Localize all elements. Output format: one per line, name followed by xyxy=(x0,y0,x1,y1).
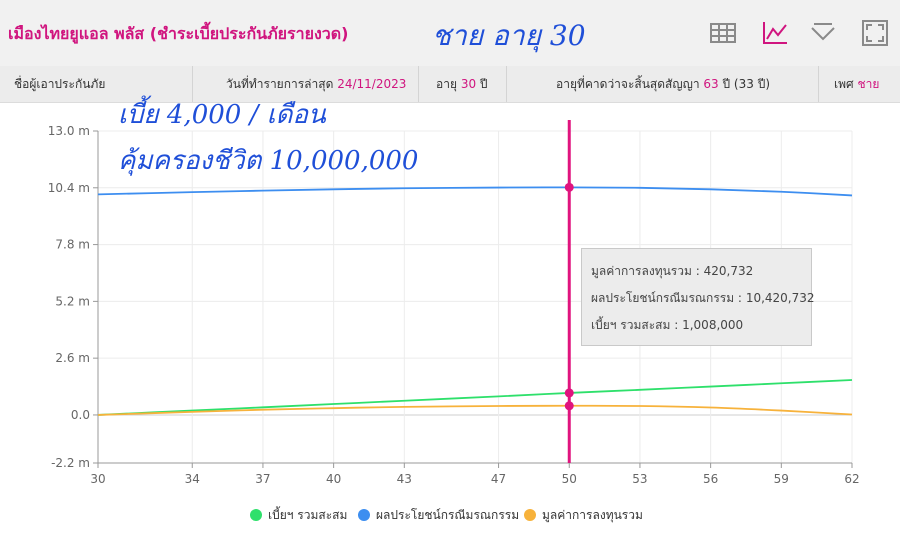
filter-icon xyxy=(811,23,835,41)
x-tick-label: 43 xyxy=(397,472,412,486)
y-tick-label: 10.4 m xyxy=(48,181,90,195)
handwritten-note-premium: เบี้ย 4,000 / เดือน xyxy=(118,100,326,130)
age-unit: ปี xyxy=(479,77,488,91)
x-tick-label: 37 xyxy=(255,472,270,486)
x-tick-label: 34 xyxy=(185,472,200,486)
date-value: 24/11/2023 xyxy=(337,77,407,91)
app-title: เมืองไทยยูแอล พลัส (ชำระเบี้ยประกันภัยรา… xyxy=(8,24,349,43)
end-age-label: อายุที่คาดว่าจะสิ้นสุดสัญญา xyxy=(556,77,700,91)
title-bar: เมืองไทยยูแอล พลัส (ชำระเบี้ยประกันภัยรา… xyxy=(0,0,900,67)
y-tick-label: 7.8 m xyxy=(55,238,90,252)
policy-info-bar: ชื่อผู้เอาประกันภัย วันที่ทำรายการล่าสุด… xyxy=(0,66,900,103)
fullscreen-icon xyxy=(862,20,888,46)
insured-name-label: ชื่อผู้เอาประกันภัย xyxy=(14,77,106,91)
x-tick-label: 40 xyxy=(326,472,341,486)
legend-item-death-benefit[interactable]: ผลประโยชน์กรณีมรณกรรม xyxy=(358,505,519,525)
sex-label: เพศ xyxy=(834,77,854,91)
divider xyxy=(192,66,193,102)
x-tick-label: 30 xyxy=(90,472,105,486)
point-investment xyxy=(564,401,574,411)
sex: เพศ ชาย xyxy=(834,66,879,102)
last-transaction-date: วันที่ทำรายการล่าสุด 24/11/2023 xyxy=(226,66,406,102)
x-tick-label: 56 xyxy=(703,472,718,486)
table-icon xyxy=(710,23,736,43)
contract-end-age: อายุที่คาดว่าจะสิ้นสุดสัญญา 63 ปี (33 ปี… xyxy=(556,66,770,102)
tooltip-line-investment: มูลค่าการลงทุนรวม : 420,732 xyxy=(591,264,754,278)
line-chart-icon xyxy=(763,22,787,44)
divider xyxy=(818,66,819,102)
x-tick-label: 59 xyxy=(774,472,789,486)
tooltip-line-death-benefit: ผลประโยชน์กรณีมรณกรรม : 10,420,732 xyxy=(591,291,815,305)
chart-legend: เบี้ยฯ รวมสะสม ผลประโยชน์กรณีมรณกรรม มูล… xyxy=(0,505,900,525)
series-line-investment xyxy=(97,404,853,416)
sex-value: ชาย xyxy=(857,77,880,91)
y-tick-label: 2.6 m xyxy=(55,351,90,365)
filter-button[interactable] xyxy=(806,16,840,50)
y-tick-label: 0.0 xyxy=(71,408,90,422)
x-tick-label: 62 xyxy=(844,472,859,486)
legend-swatch xyxy=(524,509,536,521)
y-tick-label: 5.2 m xyxy=(55,294,90,308)
series-line-premium xyxy=(97,379,853,416)
date-label: วันที่ทำรายการล่าสุด xyxy=(226,77,334,91)
point-death-benefit xyxy=(564,182,574,192)
handwritten-note-coverage: คุ้มครองชีวิต 10,000,000 xyxy=(118,146,419,176)
chart-tooltip: มูลค่าการลงทุนรวม : 420,732 ผลประโยชน์กร… xyxy=(581,248,815,346)
legend-swatch xyxy=(250,509,262,521)
x-tick-label: 50 xyxy=(562,472,577,486)
divider xyxy=(418,66,419,102)
line-chart-view-button[interactable] xyxy=(758,16,792,50)
tooltip-line-premium: เบี้ยฯ รวมสะสม : 1,008,000 xyxy=(591,318,744,332)
point-premium xyxy=(564,388,574,398)
legend-swatch xyxy=(358,509,370,521)
legend-item-premium[interactable]: เบี้ยฯ รวมสะสม xyxy=(250,505,347,525)
age-label: อายุ xyxy=(436,77,457,91)
y-tick-label: 13.0 m xyxy=(48,124,90,138)
handwritten-note-top: ชาย อายุ 30 xyxy=(432,19,586,52)
y-tick-label: -2.2 m xyxy=(51,456,90,470)
table-view-button[interactable] xyxy=(706,16,740,50)
fullscreen-button[interactable] xyxy=(858,16,892,50)
series-line-death-benefit xyxy=(97,186,853,197)
end-age-unit: ปี (33 ปี) xyxy=(722,77,771,91)
current-age: อายุ 30 ปี xyxy=(436,66,488,102)
legend-item-investment[interactable]: มูลค่าการลงทุนรวม xyxy=(524,505,643,525)
x-tick-label: 53 xyxy=(632,472,647,486)
x-tick-label: 47 xyxy=(491,472,506,486)
divider xyxy=(506,66,507,102)
age-value: 30 xyxy=(460,77,477,91)
end-age-value: 63 xyxy=(703,77,719,91)
